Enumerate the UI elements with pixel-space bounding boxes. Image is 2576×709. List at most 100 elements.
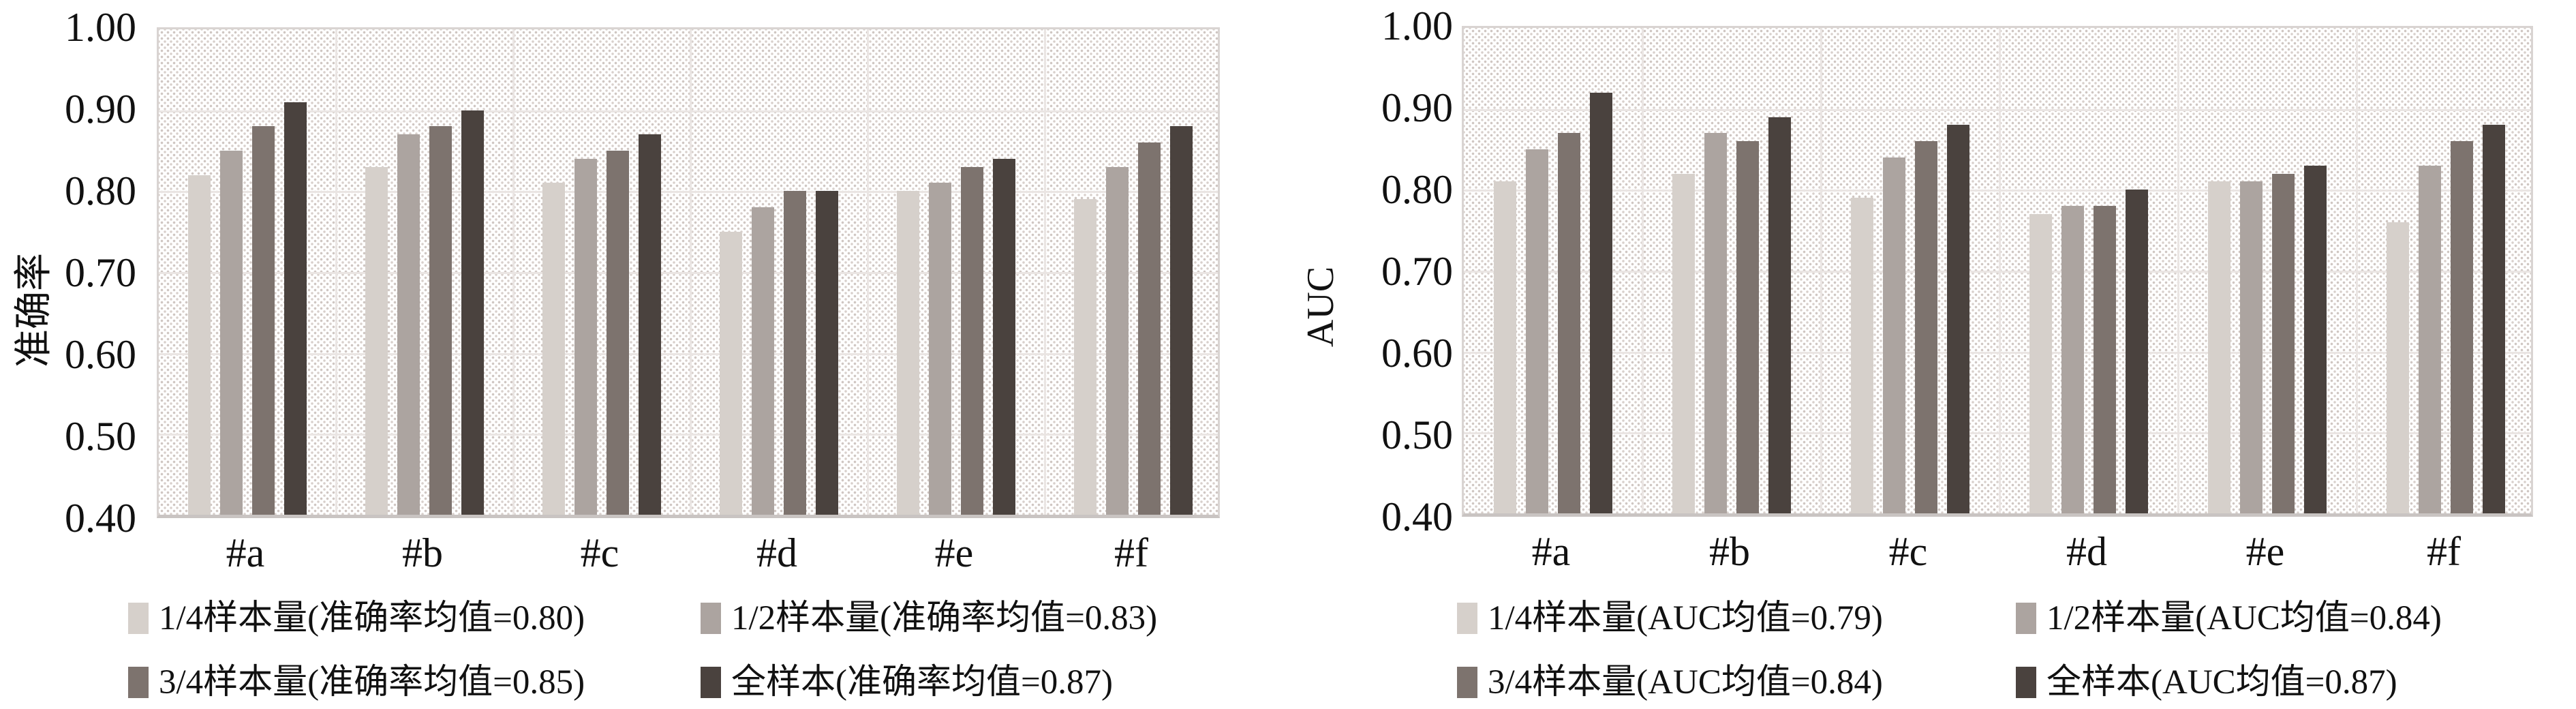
horizontal-gridline xyxy=(1464,190,2531,192)
bar-d-series3 xyxy=(2094,206,2116,513)
bar-e-series2 xyxy=(2240,181,2263,513)
bar-c-series3 xyxy=(1915,141,1937,513)
x-tick-label-e: #e xyxy=(934,530,974,575)
bar-a-series3 xyxy=(1558,133,1580,513)
horizontal-gridline xyxy=(1464,352,2531,354)
legend-item-series2: 1/2样本量(准确率均值=0.83) xyxy=(701,596,1157,641)
legend-item-series1: 1/4样本量(准确率均值=0.80) xyxy=(128,596,585,641)
x-tick-label-c: #c xyxy=(580,530,619,575)
y-tick-label: 0.40 xyxy=(65,496,136,541)
x-tick-label-a: #a xyxy=(226,530,265,575)
bar-e-series4 xyxy=(993,159,1015,515)
bar-a-series4 xyxy=(284,102,307,515)
bar-c-series2 xyxy=(574,159,597,515)
bar-d-series1 xyxy=(2029,214,2052,513)
legend-swatch-series4 xyxy=(701,667,721,698)
x-tick-label-f: #f xyxy=(2427,529,2461,574)
x-tick-label-b: #b xyxy=(402,530,443,575)
y-tick-label: 0.80 xyxy=(65,168,136,213)
legend-label-series1: 1/4样本量(准确率均值=0.80) xyxy=(159,599,585,637)
legend-label-series4: 全样本(准确率均值=0.87) xyxy=(731,663,1113,702)
legend-item-series4: 全样本(准确率均值=0.87) xyxy=(701,660,1113,705)
bar-d-series2 xyxy=(752,207,774,515)
horizontal-gridline xyxy=(1464,432,2531,434)
legend-item-series3: 3/4样本量(AUC均值=0.84) xyxy=(1457,660,1883,705)
legend-swatch-series3 xyxy=(128,667,149,698)
bar-e-series4 xyxy=(2304,166,2327,513)
bar-b-series2 xyxy=(1704,133,1727,513)
y-tick-label: 0.40 xyxy=(1381,494,1453,539)
bar-c-series3 xyxy=(607,151,629,515)
vertical-gridline xyxy=(1820,28,1822,513)
horizontal-gridline xyxy=(159,110,1218,112)
bar-a-series4 xyxy=(1590,93,1612,513)
x-tick-label-a: #a xyxy=(1531,529,1571,574)
bar-b-series1 xyxy=(365,167,388,515)
bar-b-series1 xyxy=(1672,174,1695,513)
y-tick-label: 0.50 xyxy=(65,414,136,459)
bar-a-series2 xyxy=(220,151,243,515)
vertical-gridline xyxy=(1044,29,1046,515)
bar-f-series3 xyxy=(2451,141,2473,513)
bar-e-series1 xyxy=(2208,181,2230,513)
bar-c-series1 xyxy=(1851,198,1873,513)
horizontal-gridline xyxy=(1464,109,2531,111)
legend-swatch-series2 xyxy=(701,603,721,634)
vertical-gridline xyxy=(2356,28,2358,513)
y-tick-label: 0.70 xyxy=(65,250,136,295)
bar-a-series3 xyxy=(252,126,275,515)
x-tick-label-e: #e xyxy=(2245,529,2285,574)
legend-swatch-series1 xyxy=(1457,603,1477,634)
bar-c-series4 xyxy=(1947,125,1969,513)
bar-e-series1 xyxy=(897,191,919,515)
bar-a-series2 xyxy=(1526,149,1548,513)
y-tick-label: 1.00 xyxy=(65,5,136,50)
legend-item-series1: 1/4样本量(AUC均值=0.79) xyxy=(1457,596,1883,641)
plot-area xyxy=(1462,26,2533,517)
x-tick-label-d: #d xyxy=(2066,529,2107,574)
bar-f-series1 xyxy=(1074,199,1097,515)
bar-c-series2 xyxy=(1883,157,1905,513)
x-tick-label-d: #d xyxy=(756,530,797,575)
bar-f-series2 xyxy=(1106,167,1129,515)
bar-a-series1 xyxy=(188,175,211,515)
vertical-gridline xyxy=(512,29,515,515)
horizontal-gridline xyxy=(1464,271,2531,273)
bar-a-series1 xyxy=(1494,181,1516,513)
bar-f-series4 xyxy=(1170,126,1193,515)
plot-area xyxy=(157,27,1220,518)
bar-e-series3 xyxy=(2272,174,2295,513)
bar-f-series1 xyxy=(2387,222,2409,513)
bar-c-series4 xyxy=(639,134,661,515)
x-tick-label-f: #f xyxy=(1114,530,1148,575)
horizontal-gridline xyxy=(159,272,1218,274)
bar-d-series4 xyxy=(2126,190,2148,513)
bar-d-series2 xyxy=(2061,206,2084,513)
legend-label-series2: 1/2样本量(准确率均值=0.83) xyxy=(731,599,1158,637)
y-tick-label: 0.70 xyxy=(1381,249,1453,294)
y-tick-label: 0.90 xyxy=(65,87,136,132)
legend-swatch-series3 xyxy=(1457,667,1477,698)
bar-d-series3 xyxy=(784,191,806,515)
bar-b-series4 xyxy=(1768,117,1791,513)
legend-swatch-series1 xyxy=(128,603,149,634)
y-tick-label: 1.00 xyxy=(1381,3,1453,48)
bar-c-series1 xyxy=(542,183,565,515)
legend-label-series3: 3/4样本量(准确率均值=0.85) xyxy=(159,663,585,702)
horizontal-gridline xyxy=(159,191,1218,193)
x-tick-label-c: #c xyxy=(1888,529,1928,574)
bar-b-series3 xyxy=(429,126,452,515)
y-tick-label: 0.90 xyxy=(1381,85,1453,130)
vertical-gridline xyxy=(690,29,692,515)
y-tick-label: 0.50 xyxy=(1381,412,1453,457)
legend-label-series3: 3/4样本量(AUC均值=0.84) xyxy=(1488,663,1883,702)
bar-d-series4 xyxy=(816,191,838,515)
legend-item-series4: 全样本(AUC均值=0.87) xyxy=(2016,660,2397,705)
vertical-gridline xyxy=(867,29,869,515)
horizontal-gridline xyxy=(159,353,1218,355)
bar-e-series3 xyxy=(961,167,983,515)
bar-b-series4 xyxy=(461,110,484,515)
